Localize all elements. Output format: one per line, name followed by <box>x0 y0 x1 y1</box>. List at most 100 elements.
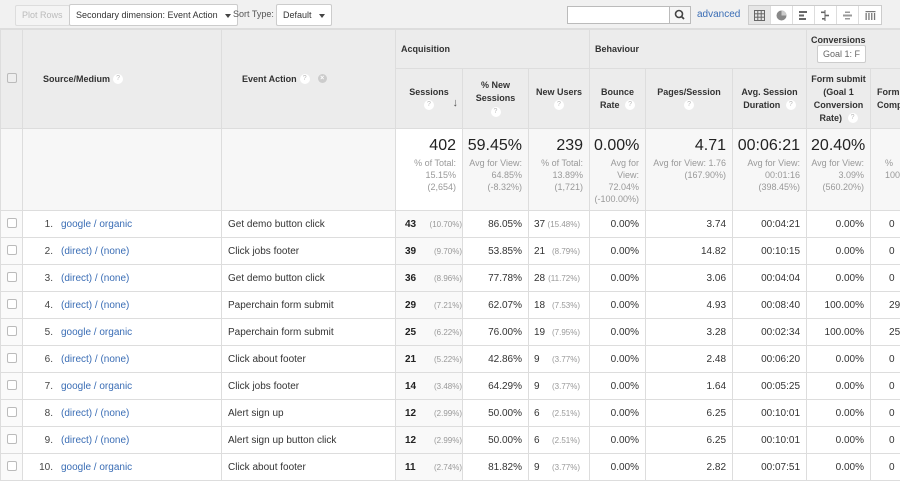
conversions-group-header: ConversionsGoal 1: F <box>806 29 900 69</box>
source-medium-link[interactable]: google / organic <box>61 326 133 338</box>
term-cloud-icon <box>843 11 852 19</box>
help-icon[interactable]: ? <box>847 113 858 124</box>
new-users-cell: 37 (15.48%) <box>527 210 591 238</box>
help-icon[interactable]: ? <box>684 100 695 111</box>
help-icon[interactable]: ? <box>113 74 124 85</box>
row-checkbox[interactable] <box>6 379 17 390</box>
avg-session-duration-cell: 00:06:20 <box>732 345 808 373</box>
row-select-cell <box>0 237 23 265</box>
row-checkbox[interactable] <box>6 244 17 255</box>
goal-conversion-rate-cell: 0.00% <box>806 345 872 373</box>
total-pages-session: 4.71 Avg for View: 1.76 (167.90%) <box>645 128 734 211</box>
new-users-cell: 19 (7.95%) <box>527 318 591 346</box>
row-select-cell <box>0 426 23 454</box>
source-medium-link[interactable]: (direct) / (none) <box>61 353 130 365</box>
pct-new-sessions-header[interactable]: % New Sessions? <box>462 68 529 129</box>
pages-session-cell: 6.25 <box>645 399 734 427</box>
comparison-view-button[interactable] <box>815 6 837 24</box>
goal-completions-cell: 0 <box>870 426 900 454</box>
secondary-dimension-dropdown[interactable]: Secondary dimension: Event Action <box>69 4 238 26</box>
new-users-cell: 28 (11.72%) <box>527 264 591 292</box>
goal-completions-cell: 0 <box>870 345 900 373</box>
sort-type-dropdown[interactable]: Default <box>276 4 332 26</box>
goal-conversion-rate-cell: 100.00% <box>806 318 872 346</box>
avg-session-duration-header[interactable]: Avg. Session Duration ? <box>732 68 808 129</box>
source-medium-cell: 2. (direct) / (none) <box>22 237 222 265</box>
select-all-checkbox[interactable] <box>6 73 17 83</box>
row-select-cell <box>0 372 23 400</box>
bounce-rate-cell: 0.00% <box>589 210 647 238</box>
term-cloud-view-button[interactable] <box>837 6 859 24</box>
goal-completions-header[interactable]: Form (G Comp <box>870 68 900 129</box>
source-medium-link[interactable]: (direct) / (none) <box>61 407 130 419</box>
remove-dimension-icon[interactable]: × <box>317 73 327 83</box>
pivot-view-button[interactable] <box>859 6 881 24</box>
row-checkbox[interactable] <box>6 217 17 228</box>
event-action-cell: Click jobs footer <box>221 372 396 400</box>
sessions-header[interactable]: Sessions? ↓ <box>395 68 463 129</box>
source-medium-cell: 9. (direct) / (none) <box>22 426 222 454</box>
source-medium-link[interactable]: (direct) / (none) <box>61 434 130 446</box>
totals-row: 402% of Total: 15.15% (2,654) 59.45% Avg fo… <box>0 128 900 211</box>
source-medium-cell: 10. google / organic <box>22 453 222 481</box>
row-checkbox[interactable] <box>6 271 17 282</box>
table-search-input[interactable] <box>567 6 670 24</box>
bounce-rate-header[interactable]: Bounce Rate ? <box>589 68 647 129</box>
pie-chart-icon <box>776 10 787 20</box>
avg-session-duration-cell: 00:05:25 <box>732 372 808 400</box>
source-medium-link[interactable]: (direct) / (none) <box>61 299 130 311</box>
row-checkbox[interactable] <box>6 352 17 363</box>
table-body: 1. google / organic Get demo button click… <box>0 210 900 481</box>
source-medium-header[interactable]: Source/Medium? <box>22 29 222 129</box>
report-toolbar: Plot Rows Secondary dimension: Event Act… <box>0 0 900 29</box>
avg-session-duration-cell: 00:10:01 <box>732 399 808 427</box>
search-button[interactable] <box>669 6 691 24</box>
row-index: 6. <box>44 353 53 365</box>
sessions-cell: 36 (8.96%) <box>395 264 463 292</box>
pages-session-cell: 1.64 <box>645 372 734 400</box>
pct-new-sessions-cell: 50.00% <box>462 426 529 454</box>
help-icon[interactable]: ? <box>785 100 796 111</box>
sessions-cell: 43 (10.70%) <box>395 210 463 238</box>
table-view-button[interactable] <box>749 6 771 24</box>
row-checkbox[interactable] <box>6 406 17 417</box>
help-icon[interactable]: ? <box>299 74 310 85</box>
event-action-header-label: Event Action <box>242 73 297 84</box>
sort-descending-icon[interactable]: ↓ <box>452 97 459 109</box>
avg-session-duration-header-label: Avg. Session Duration <box>741 86 798 110</box>
source-medium-link[interactable]: google / organic <box>61 461 133 473</box>
plot-rows-button[interactable]: Plot Rows <box>15 5 70 26</box>
goal-completions-cell: 25 <box>870 318 900 346</box>
acquisition-group-header: Acquisition <box>394 29 591 69</box>
performance-view-button[interactable] <box>793 6 815 24</box>
row-index: 10. <box>39 461 53 473</box>
pages-session-header[interactable]: Pages/Session? <box>645 68 734 129</box>
goal-conversion-rate-cell: 0.00% <box>806 372 872 400</box>
goal-conversion-rate-cell: 0.00% <box>806 426 872 454</box>
source-medium-link[interactable]: (direct) / (none) <box>61 245 130 257</box>
goal-conversion-rate-cell: 0.00% <box>806 210 872 238</box>
new-users-cell: 6 (2.51%) <box>527 426 591 454</box>
event-action-header[interactable]: Event Action? × <box>221 29 396 129</box>
goal-conversion-rate-header[interactable]: Form submit (Goal 1 Conversion Rate) ? <box>806 68 872 129</box>
source-medium-link[interactable]: google / organic <box>61 218 133 230</box>
advanced-filter-link[interactable]: advanced <box>697 9 741 20</box>
goal-completions-cell: 29 <box>870 291 900 319</box>
pie-view-button[interactable] <box>771 6 793 24</box>
new-users-header[interactable]: New Users? <box>527 68 591 129</box>
bounce-rate-cell: 0.00% <box>589 426 647 454</box>
event-action-cell: Alert sign up <box>221 399 396 427</box>
row-checkbox[interactable] <box>6 460 17 471</box>
help-icon[interactable]: ? <box>424 100 434 111</box>
source-medium-link[interactable]: google / organic <box>61 380 133 392</box>
help-icon[interactable]: ? <box>625 100 636 111</box>
help-icon[interactable]: ? <box>554 100 564 111</box>
source-medium-link[interactable]: (direct) / (none) <box>61 272 130 284</box>
sessions-cell: 39 (9.70%) <box>395 237 463 265</box>
help-icon[interactable]: ? <box>490 106 501 117</box>
row-checkbox[interactable] <box>6 433 17 444</box>
row-checkbox[interactable] <box>6 298 17 309</box>
goal-selector-dropdown[interactable]: Goal 1: F <box>817 45 867 63</box>
pages-session-cell: 3.06 <box>645 264 734 292</box>
row-checkbox[interactable] <box>6 325 17 336</box>
